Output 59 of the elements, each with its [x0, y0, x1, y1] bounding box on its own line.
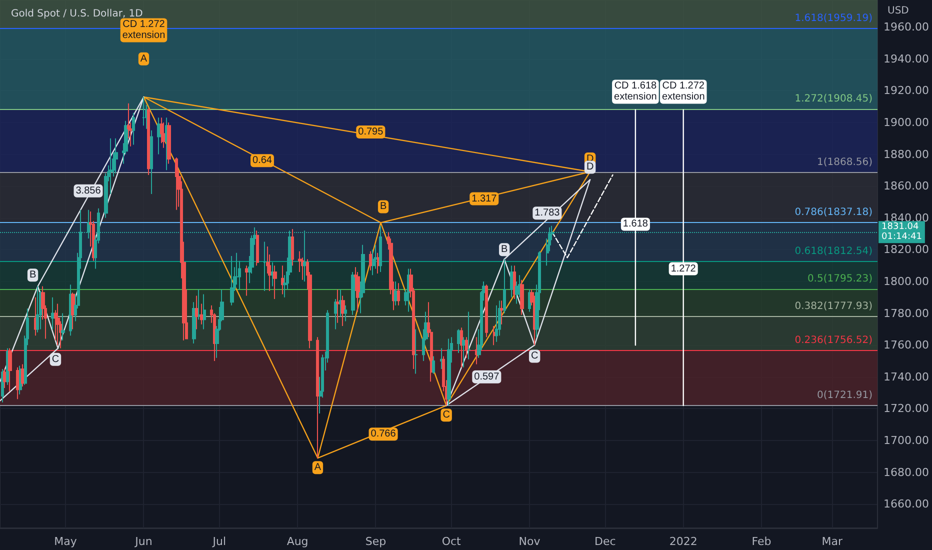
x-tick-label: May	[54, 535, 78, 548]
annotation: 1.317	[472, 193, 498, 204]
y-tick-label: 1920.00	[884, 84, 930, 98]
y-tick-label: 1680.00	[884, 466, 930, 479]
annotation: B	[29, 270, 36, 281]
y-tick-label: 1760.00	[884, 338, 930, 352]
x-tick-label: Oct	[442, 535, 462, 548]
annotation: A	[140, 53, 148, 64]
annotation: 0.795	[358, 126, 384, 138]
y-axis-title: USD	[888, 6, 910, 16]
x-tick-label: Mar	[822, 535, 843, 548]
ref-line-label: 0.5(1795.23)	[807, 274, 873, 285]
ref-line-label: 1.618(1959.19)	[794, 12, 873, 24]
y-tick-label: 1740.00	[884, 370, 930, 384]
annotation: 1.618	[622, 218, 648, 230]
y-tick-label: 1660.00	[884, 498, 930, 511]
annotation: 0.766	[370, 428, 396, 440]
annotation: CD 1.618 extension	[614, 80, 657, 103]
text: Gold Spot / U.S. Dollar, 1D	[11, 8, 144, 20]
x-tick-label: Aug	[286, 535, 308, 548]
y-tick-label: 1800.00	[884, 274, 930, 288]
ref-line-label: 0(1721.91)	[816, 390, 873, 402]
annotation: A	[314, 462, 322, 474]
x-tick-label: Jun	[134, 535, 152, 548]
y-tick-label: 1860.00	[884, 180, 930, 193]
ref-line-label: 0.786(1837.18)	[794, 206, 873, 218]
y-tick-label: 1720.00	[884, 402, 930, 416]
y-tick-label: 1820.00	[884, 243, 930, 256]
y-tick-label: 1900.00	[884, 116, 930, 129]
annotation: CD 1.272 extension	[662, 80, 705, 103]
ref-line-label: 0.618(1812.54)	[794, 246, 873, 258]
annotation: 0.64	[252, 155, 272, 166]
annotation: D	[586, 162, 594, 173]
annotation: C	[530, 350, 538, 362]
annotation: 3.856	[76, 185, 102, 196]
ref-line-label: 1(1868.56)	[816, 156, 873, 168]
y-tick-label: 1880.00	[884, 148, 930, 161]
y-tick-label: 1960.00	[884, 20, 930, 34]
x-tick-label: Sep	[365, 535, 386, 548]
x-tick-label: Dec	[594, 535, 616, 548]
ref-line-label: 0.236(1756.52)	[794, 335, 873, 346]
y-tick-label: 1780.00	[884, 306, 930, 320]
annotation: C	[52, 354, 60, 365]
y-tick-label: 1940.00	[884, 52, 930, 66]
ref-line-label: 0.382(1777.93)	[794, 301, 873, 312]
x-tick-label: Nov	[518, 535, 541, 548]
annotation: C	[442, 410, 450, 421]
annotation: 1.783	[534, 208, 560, 219]
y-tick-label: 1700.00	[884, 434, 930, 448]
ref-line-label: 1831.04 01:14:41	[882, 222, 922, 242]
x-tick-label: Jul	[212, 535, 226, 548]
annotation: 1.272	[670, 263, 696, 274]
x-tick-label: 2022	[669, 535, 698, 548]
annotation: B	[380, 201, 387, 212]
annotation: B	[500, 244, 508, 256]
ref-line-label: 1.272(1908.45)	[794, 94, 873, 105]
annotation: CD 1.272 extension	[122, 19, 166, 42]
annotation: 0.597	[474, 371, 500, 382]
x-tick-label: Feb	[752, 535, 772, 548]
